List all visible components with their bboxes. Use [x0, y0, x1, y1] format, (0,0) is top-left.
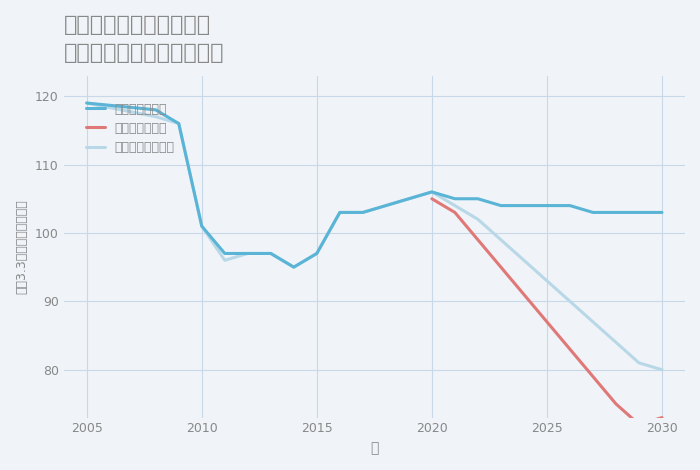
- ノーマルシナリオ: [635, 360, 643, 366]
- ノーマルシナリオ: [335, 210, 344, 215]
- バッドシナリオ: [658, 415, 666, 420]
- ノーマルシナリオ: [566, 298, 574, 304]
- グッドシナリオ: [612, 210, 620, 215]
- グッドシナリオ: [220, 251, 229, 256]
- ノーマルシナリオ: [497, 237, 505, 243]
- グッドシナリオ: [174, 121, 183, 126]
- グッドシナリオ: [658, 210, 666, 215]
- Line: バッドシナリオ: バッドシナリオ: [432, 199, 662, 424]
- ノーマルシナリオ: [382, 203, 390, 208]
- バッドシナリオ: [566, 346, 574, 352]
- Y-axis label: 平（3.3㎡）単価（万円）: 平（3.3㎡）単価（万円）: [15, 199, 28, 294]
- ノーマルシナリオ: [542, 278, 551, 283]
- グッドシナリオ: [474, 196, 482, 202]
- ノーマルシナリオ: [244, 251, 252, 256]
- ノーマルシナリオ: [174, 121, 183, 126]
- ノーマルシナリオ: [83, 100, 91, 106]
- バッドシナリオ: [635, 422, 643, 427]
- ノーマルシナリオ: [267, 251, 275, 256]
- Line: ノーマルシナリオ: ノーマルシナリオ: [87, 103, 662, 370]
- ノーマルシナリオ: [474, 217, 482, 222]
- グッドシナリオ: [83, 100, 91, 106]
- ノーマルシナリオ: [313, 251, 321, 256]
- ノーマルシナリオ: [589, 319, 597, 325]
- バッドシナリオ: [589, 374, 597, 379]
- グッドシナリオ: [151, 107, 160, 113]
- Legend: グッドシナリオ, バッドシナリオ, ノーマルシナリオ: グッドシナリオ, バッドシナリオ, ノーマルシナリオ: [83, 99, 178, 158]
- ノーマルシナリオ: [220, 258, 229, 263]
- グッドシナリオ: [589, 210, 597, 215]
- ノーマルシナリオ: [658, 367, 666, 373]
- グッドシナリオ: [197, 223, 206, 229]
- グッドシナリオ: [290, 264, 298, 270]
- バッドシナリオ: [612, 401, 620, 407]
- ノーマルシナリオ: [428, 189, 436, 195]
- Line: グッドシナリオ: グッドシナリオ: [87, 103, 662, 267]
- グッドシナリオ: [635, 210, 643, 215]
- グッドシナリオ: [267, 251, 275, 256]
- グッドシナリオ: [428, 189, 436, 195]
- グッドシナリオ: [497, 203, 505, 208]
- バッドシナリオ: [519, 292, 528, 298]
- ノーマルシナリオ: [290, 264, 298, 270]
- グッドシナリオ: [358, 210, 367, 215]
- グッドシナリオ: [451, 196, 459, 202]
- グッドシナリオ: [382, 203, 390, 208]
- ノーマルシナリオ: [405, 196, 413, 202]
- Text: 奈良県橿原市慈明寺町の
中古マンションの価格推移: 奈良県橿原市慈明寺町の 中古マンションの価格推移: [64, 15, 224, 63]
- バッドシナリオ: [451, 210, 459, 215]
- グッドシナリオ: [542, 203, 551, 208]
- ノーマルシナリオ: [612, 339, 620, 345]
- グッドシナリオ: [566, 203, 574, 208]
- グッドシナリオ: [313, 251, 321, 256]
- ノーマルシナリオ: [451, 203, 459, 208]
- バッドシナリオ: [428, 196, 436, 202]
- ノーマルシナリオ: [358, 210, 367, 215]
- グッドシナリオ: [244, 251, 252, 256]
- ノーマルシナリオ: [151, 114, 160, 119]
- グッドシナリオ: [405, 196, 413, 202]
- グッドシナリオ: [335, 210, 344, 215]
- バッドシナリオ: [542, 319, 551, 325]
- X-axis label: 年: 年: [370, 441, 379, 455]
- グッドシナリオ: [519, 203, 528, 208]
- ノーマルシナリオ: [197, 223, 206, 229]
- ノーマルシナリオ: [519, 258, 528, 263]
- バッドシナリオ: [497, 264, 505, 270]
- バッドシナリオ: [474, 237, 482, 243]
